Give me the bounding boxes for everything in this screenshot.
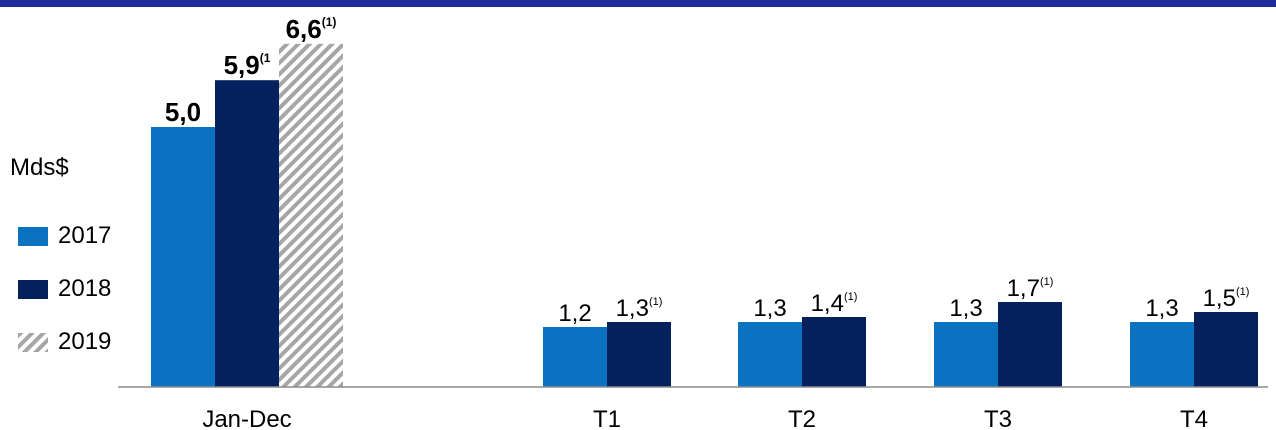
- legend-item-2018: 2018: [18, 275, 111, 303]
- value-label-t4-2017: 1,3: [1145, 295, 1178, 322]
- category-label-t1: T1: [593, 406, 621, 430]
- bar-jan-dec-2019: [279, 43, 343, 388]
- value-label-t2-2017: 1,3: [753, 295, 786, 322]
- value-label-t3-2017: 1,3: [949, 295, 982, 322]
- bar-t1-2018: [607, 322, 671, 387]
- value-label-jan-dec-2019: 6,6(1): [286, 14, 337, 44]
- bar-t3-2017: [934, 322, 998, 387]
- bar-jan-dec-2018: [215, 80, 279, 387]
- value-label-t4-2018: 1,5(1): [1203, 285, 1250, 312]
- unit-label: Mds$: [10, 154, 69, 181]
- legend-swatch-2019: [18, 332, 48, 352]
- category-label-t4: T4: [1180, 406, 1208, 430]
- category-label-t3: T3: [984, 406, 1012, 430]
- value-label-jan-dec-2017: 5,0: [165, 97, 201, 127]
- legend-label-2019: 2019: [58, 328, 112, 355]
- category-label-jan-dec: Jan-Dec: [202, 406, 291, 430]
- legend-swatch-2017: [18, 226, 48, 246]
- value-label-jan-dec-2018: 5,9(1: [224, 50, 271, 80]
- bar-t1-2017: [543, 327, 607, 387]
- value-label-t1-2018: 1,3(1): [616, 295, 663, 322]
- legend-item-2017: 2017: [18, 222, 111, 250]
- legend-label-2018: 2018: [58, 275, 112, 302]
- legend-swatch-2018: [18, 279, 48, 299]
- value-label-t1-2017: 1,2: [558, 300, 591, 327]
- bar-t4-2017: [1130, 322, 1194, 387]
- bar-jan-dec-2017: [151, 127, 215, 387]
- bar-t2-2017: [738, 322, 802, 387]
- legend: 2017 2018 2019: [18, 222, 111, 381]
- legend-label-2017: 2017: [58, 222, 112, 249]
- category-label-t2: T2: [788, 406, 816, 430]
- value-label-t3-2018: 1,7(1): [1007, 275, 1054, 302]
- bar-t3-2018: [998, 302, 1062, 387]
- value-label-t2-2018: 1,4(1): [811, 290, 858, 317]
- bar-t2-2018: [802, 317, 866, 387]
- bar-t4-2018: [1194, 312, 1258, 387]
- legend-item-2019: 2019: [18, 328, 111, 356]
- top-band: [0, 0, 1276, 7]
